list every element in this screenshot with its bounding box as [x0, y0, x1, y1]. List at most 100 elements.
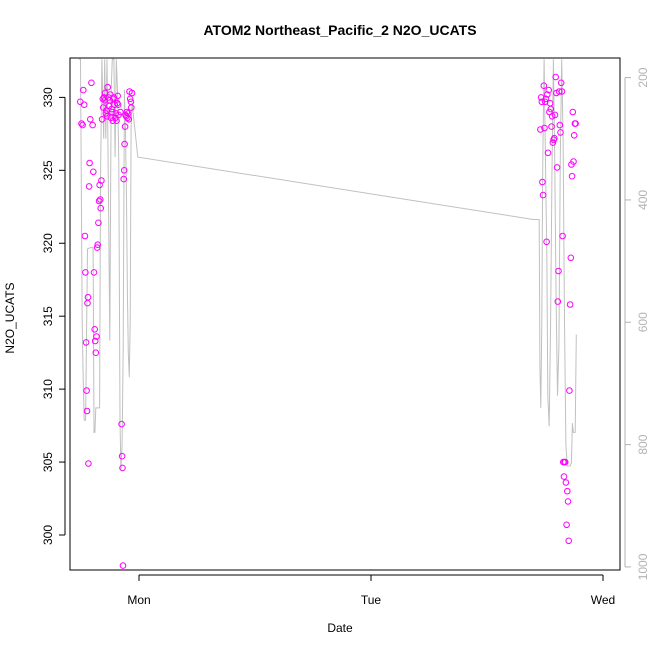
data-point — [95, 197, 103, 205]
data-point — [118, 452, 126, 460]
data-point — [565, 537, 573, 545]
data-point — [80, 86, 87, 94]
data-point — [537, 126, 544, 133]
data-point — [108, 108, 116, 116]
data-point — [84, 293, 92, 301]
data-point — [92, 349, 100, 357]
data-point — [108, 105, 115, 113]
data-point — [121, 123, 129, 130]
data-point — [548, 123, 555, 130]
data-point — [113, 117, 120, 124]
data-point — [549, 139, 557, 146]
data-point — [561, 458, 569, 466]
data-point — [566, 387, 573, 394]
data-point — [564, 498, 572, 505]
data-point — [96, 181, 103, 189]
data-point — [104, 83, 111, 91]
y-axis-label: N2O_UCATS — [3, 282, 17, 353]
data-point — [545, 86, 553, 94]
data-point — [539, 191, 547, 199]
line-series-layer — [78, 58, 577, 470]
y2-tick-label: 800 — [636, 434, 650, 454]
data-point — [555, 267, 562, 275]
data-point — [90, 168, 97, 176]
data-point — [83, 387, 90, 394]
data-point — [100, 94, 108, 101]
y2-tick-label: 400 — [636, 190, 650, 210]
y-tick-label: 325 — [41, 160, 55, 180]
data-point — [540, 82, 548, 89]
point-series-layer — [77, 73, 579, 569]
data-point — [98, 116, 106, 123]
data-point — [110, 94, 118, 101]
data-point — [570, 158, 577, 165]
data-point — [128, 104, 135, 111]
chart-title: ATOM2 Northeast_Pacific_2 N2O_UCATS — [203, 22, 476, 38]
y2-tick-label: 1000 — [636, 553, 650, 580]
x-tick-label: Mon — [127, 593, 150, 607]
y-tick-label: 315 — [41, 306, 55, 326]
data-point — [80, 101, 88, 108]
data-point — [570, 132, 578, 139]
data-point — [551, 111, 559, 119]
x-axis-label: Date — [327, 621, 353, 635]
data-point — [84, 299, 91, 307]
y-tick-label: 305 — [41, 452, 55, 472]
data-point — [120, 175, 127, 183]
data-point — [86, 159, 93, 167]
data-point — [88, 79, 95, 87]
data-point — [91, 337, 99, 345]
data-point — [559, 232, 566, 240]
data-point — [103, 113, 111, 120]
data-point — [547, 105, 555, 113]
data-point — [82, 269, 89, 276]
data-point — [95, 219, 102, 227]
data-point — [114, 101, 122, 108]
data-point — [117, 108, 124, 116]
y2-tick-label: 200 — [636, 67, 650, 87]
data-point — [91, 326, 98, 333]
data-point — [557, 129, 564, 136]
data-point — [541, 124, 548, 132]
plot-area-frame — [69, 57, 621, 571]
data-point — [557, 79, 565, 87]
data-point — [556, 121, 564, 129]
y-tick-label: 310 — [41, 379, 55, 399]
data-point — [564, 487, 571, 495]
data-point — [89, 121, 96, 129]
line-series — [78, 58, 577, 470]
data-point — [568, 172, 576, 180]
y2-tick-label: 600 — [636, 312, 650, 332]
data-point — [119, 464, 126, 472]
data-point — [126, 95, 134, 103]
y-tick-label: 320 — [41, 233, 55, 253]
data-point — [83, 407, 91, 415]
data-point — [555, 88, 563, 95]
data-point — [544, 91, 551, 98]
data-point — [543, 238, 550, 246]
data-point — [551, 134, 558, 142]
data-point — [97, 196, 104, 203]
y-tick-label: 330 — [41, 87, 55, 107]
data-point — [569, 108, 577, 116]
data-point — [562, 479, 570, 486]
data-point — [120, 167, 128, 174]
data-point — [567, 254, 575, 262]
data-point — [119, 562, 127, 569]
data-point — [94, 241, 101, 248]
data-point — [128, 89, 136, 97]
data-point — [553, 164, 561, 171]
y-tick-label: 300 — [41, 525, 55, 545]
data-point — [539, 178, 546, 186]
data-point — [78, 120, 85, 127]
data-point — [93, 333, 100, 340]
data-point — [560, 473, 568, 480]
data-point — [118, 420, 125, 428]
axes-layer: Mon Tue Wed 300 305 310 315 320 325 330 200 400 600 8… — [41, 67, 650, 607]
data-point — [563, 521, 570, 529]
data-point — [85, 460, 92, 467]
data-point — [125, 116, 133, 123]
data-point — [97, 204, 104, 212]
data-point — [79, 121, 86, 129]
